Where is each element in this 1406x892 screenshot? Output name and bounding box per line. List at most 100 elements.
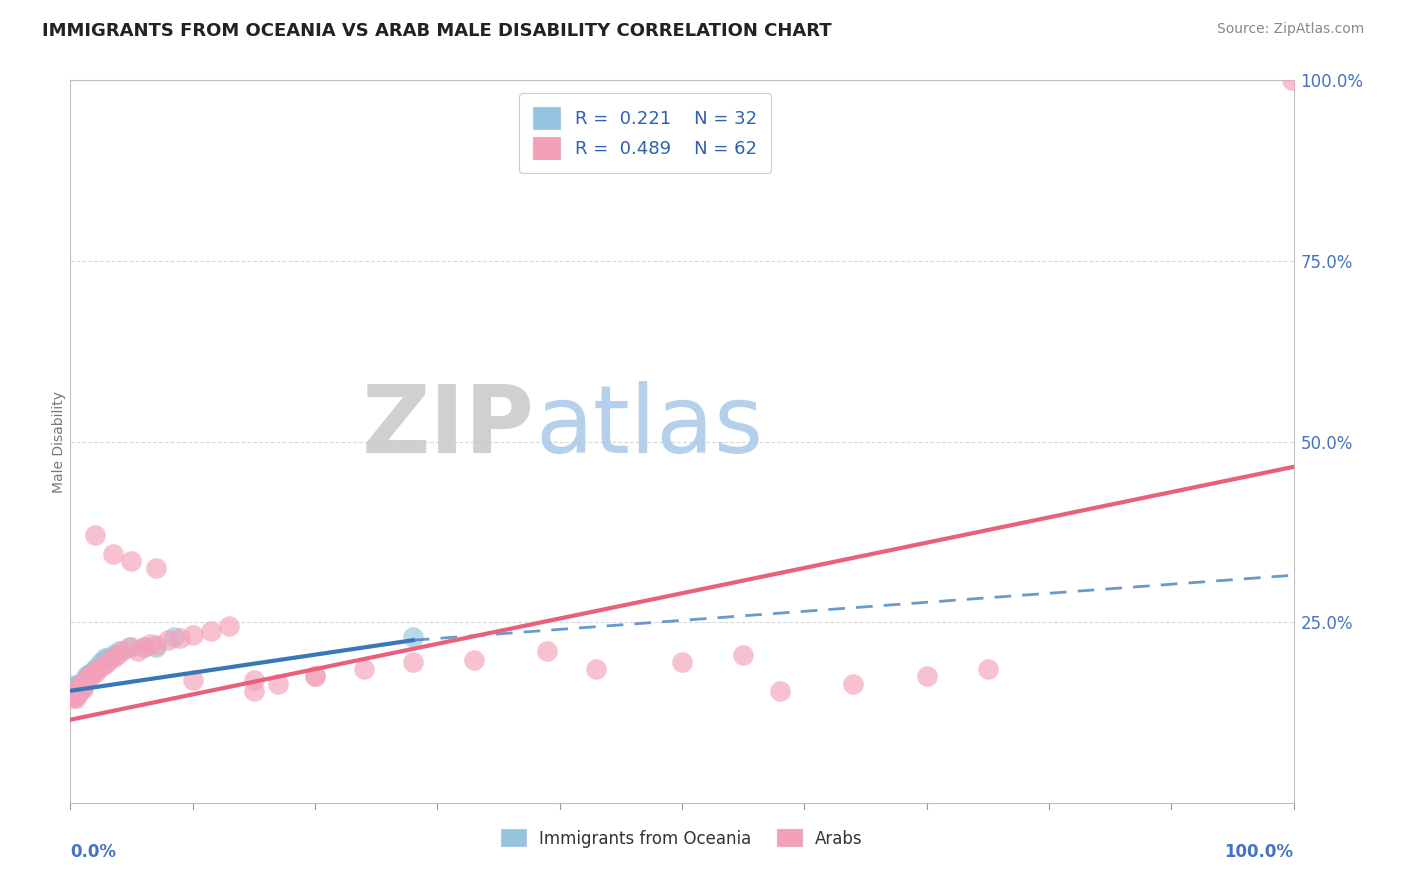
Point (200, 624, 222, 638)
Point (108, 644, 131, 658)
Point (181, 673, 204, 687)
Point (145, 640, 167, 655)
Point (70, 680, 93, 694)
Point (139, 637, 162, 651)
Point (77, 669, 100, 683)
Point (86, 660, 108, 674)
Point (75, 669, 97, 683)
Point (62, 681, 84, 696)
Text: atlas: atlas (536, 381, 763, 473)
Point (463, 653, 485, 667)
Point (402, 630, 425, 644)
Text: ZIP: ZIP (363, 381, 536, 473)
Point (60, 680, 83, 694)
Point (218, 619, 240, 633)
Text: IMMIGRANTS FROM OCEANIA VS ARAB MALE DISABILITY CORRELATION CHART: IMMIGRANTS FROM OCEANIA VS ARAB MALE DIS… (42, 22, 832, 40)
Point (82, 665, 104, 680)
Point (132, 640, 155, 655)
Point (181, 628, 204, 642)
Point (79, 669, 101, 683)
Point (976, 662, 998, 676)
Point (66, 687, 89, 701)
Point (86, 662, 108, 676)
Point (101, 648, 124, 662)
Point (101, 651, 124, 665)
Point (65, 678, 87, 692)
Point (76, 672, 98, 686)
Point (63, 691, 86, 706)
Point (96, 651, 118, 665)
Point (73, 674, 96, 689)
Point (157, 633, 180, 648)
Point (267, 676, 290, 690)
Point (70, 679, 93, 693)
Point (63, 683, 86, 698)
Point (76, 672, 98, 686)
Point (72, 681, 94, 696)
Point (163, 630, 186, 644)
Point (62, 683, 84, 698)
Point (79, 669, 101, 683)
Point (75, 673, 97, 687)
Point (69, 681, 91, 696)
Point (243, 673, 266, 687)
Point (80, 665, 103, 680)
Point (111, 644, 134, 658)
Point (145, 561, 167, 575)
Point (63, 680, 86, 694)
Point (90, 660, 112, 674)
Point (77, 667, 100, 681)
Point (67, 676, 90, 690)
Point (402, 655, 425, 669)
Point (96, 655, 118, 669)
Point (671, 655, 693, 669)
Point (585, 662, 607, 676)
Point (66, 680, 89, 694)
Point (132, 640, 155, 655)
Point (101, 547, 124, 561)
Point (65, 691, 87, 706)
Point (73, 676, 96, 690)
Legend: Immigrants from Oceania, Arabs: Immigrants from Oceania, Arabs (494, 821, 870, 856)
Point (842, 676, 865, 690)
Point (304, 669, 326, 683)
Point (105, 648, 128, 662)
Point (83, 665, 105, 680)
Point (63, 683, 86, 698)
Point (243, 683, 266, 698)
Point (72, 680, 94, 694)
Point (121, 640, 143, 655)
Point (63, 686, 86, 700)
Point (90, 655, 112, 669)
Point (93, 651, 115, 665)
Point (73, 676, 96, 690)
Point (1281, 73, 1303, 87)
Point (73, 673, 96, 687)
Point (63, 689, 86, 703)
Point (145, 638, 167, 652)
Point (733, 648, 755, 662)
Point (93, 657, 115, 671)
Point (304, 669, 326, 683)
Text: Source: ZipAtlas.com: Source: ZipAtlas.com (1216, 22, 1364, 37)
Point (915, 669, 938, 683)
Point (67, 683, 90, 698)
Point (169, 631, 191, 645)
Point (65, 681, 87, 696)
Text: 0.0%: 0.0% (70, 843, 117, 861)
Point (769, 683, 792, 698)
Point (60, 689, 83, 703)
Point (127, 644, 149, 658)
Point (69, 679, 91, 693)
Y-axis label: Male Disability: Male Disability (52, 391, 66, 492)
Point (118, 640, 141, 655)
Point (353, 662, 375, 676)
Point (121, 554, 143, 568)
Point (65, 683, 87, 698)
Text: 100.0%: 100.0% (1225, 843, 1294, 861)
Point (63, 679, 86, 693)
Point (83, 528, 105, 542)
Point (62, 687, 84, 701)
Point (66, 681, 89, 696)
Point (83, 662, 105, 676)
